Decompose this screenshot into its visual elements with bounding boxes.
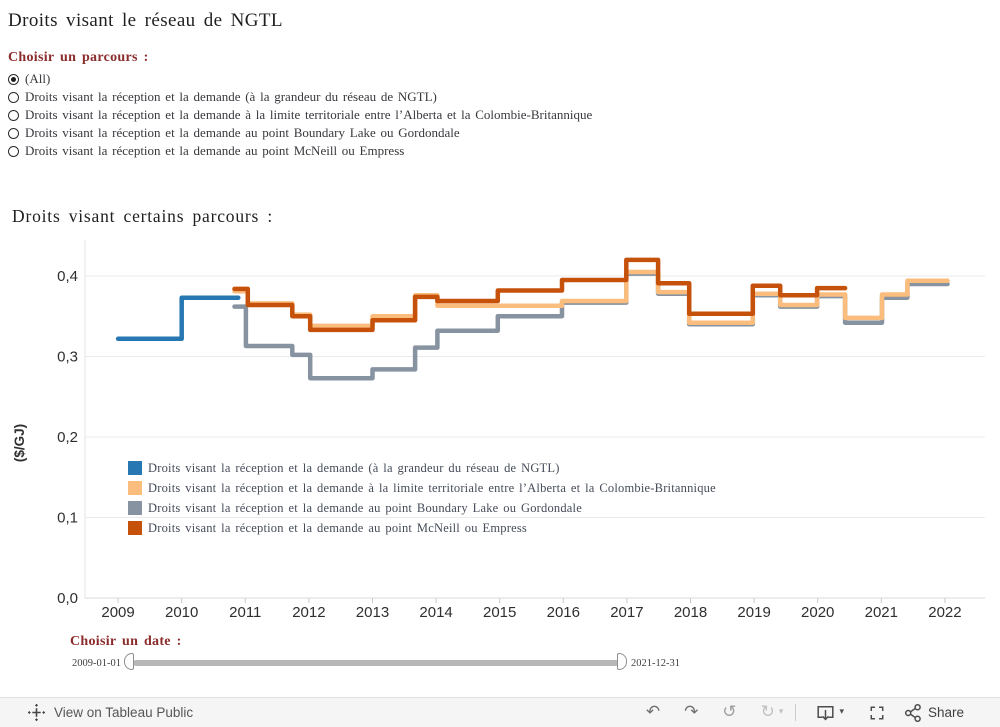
chart-title: Droits visant certains parcours : [12,206,273,226]
undo-icon: ↶ [645,702,661,722]
radio-option-label: Droits visant la réception et la demande… [25,143,405,158]
legend-swatch[interactable] [128,521,142,535]
slider-start-date: 2009-01-01 [72,658,121,669]
view-on-tableau-public-label: View on Tableau Public [54,705,194,720]
toll-step-chart[interactable]: 0,0 0,1 0,2 0,3 0,4 2009 2010 2011 2012 2013 2014 2… [0,238,1000,630]
radio-icon[interactable] [8,145,19,157]
replay-icon: ↺ [722,702,737,722]
toolbar-divider [795,704,797,721]
tableau-toolbar: View on Tableau Public ↶ ↷ ↺ ↻ ▾ ▾ [0,697,1000,727]
radio-option-ngtl-system[interactable]: Droits visant la réception et la demande… [8,88,592,106]
radio-option-mcneill-empress[interactable]: Droits visant la réception et la demande… [8,142,592,160]
parameter-control: Choisir un parcours : (All) Droits visan… [8,50,592,160]
date-filter: Choisir un date : [70,634,182,650]
date-range-slider: 2009-01-01 2021-12-31 [0,650,760,676]
series-line-3[interactable] [232,257,848,333]
y-tick-label: 0,3 [57,348,78,365]
radio-option-label: (All) [25,71,51,86]
x-tick-label: 2011 [229,604,261,621]
fullscreen-button[interactable] [868,704,886,722]
toolbar-buttons: ↶ ↷ ↺ ↻ ▾ ▾ [646,703,964,723]
tableau-logo-icon [28,704,45,721]
download-icon [817,705,834,720]
radio-selected-icon[interactable] [8,73,19,85]
y-tick-label: 0,4 [57,268,78,285]
share-icon [904,703,921,722]
page-title: Droits visant le réseau de NGTL [8,10,283,31]
legend-swatch[interactable] [128,501,142,515]
radio-icon[interactable] [8,127,19,139]
x-tick-label: 2015 [483,604,516,621]
x-tick-label: 2013 [356,604,389,621]
x-tick-label: 2010 [165,604,198,621]
parameter-radio-list: (All) Droits visant la réception et la d… [8,70,592,160]
x-tick-label: 2018 [674,604,707,621]
x-tick-label: 2019 [737,604,770,621]
redo-icon: ↷ [684,702,699,722]
slider-end-date: 2021-12-31 [631,658,680,669]
date-filter-title: Choisir un date : [70,634,182,649]
x-tick-label: 2016 [547,604,580,621]
x-tick-label: 2021 [865,604,898,621]
series-line-0[interactable] [115,295,241,342]
radio-option-ab-bc-boundary[interactable]: Droits visant la réception et la demande… [8,106,592,124]
x-tick-label: 2014 [419,604,452,621]
y-tick-label: 0,2 [57,429,78,446]
radio-option-label: Droits visant la réception et la demande… [25,89,437,104]
parameter-title: Choisir un parcours : [8,50,149,65]
y-tick-label: 0,0 [57,590,78,607]
y-axis-title: ($/GJ) [12,424,27,462]
slider-handle-right[interactable] [617,653,627,670]
legend-label[interactable]: Droits visant la réception et la demande… [148,481,716,495]
legend-label[interactable]: Droits visant la réception et la demande… [148,461,560,475]
refresh-button[interactable]: ↻ ▾ [761,704,784,721]
toll-step-chart-svg[interactable]: 0,0 0,1 0,2 0,3 0,4 2009 2010 2011 2012 2013 2014 2… [0,238,1000,630]
legend-label[interactable]: Droits visant la réception et la demande… [148,501,582,515]
x-tick-label: 2020 [801,604,834,621]
refresh-caret-icon: ▾ [778,707,784,717]
x-tick-label: 2009 [101,604,134,621]
replay-button[interactable]: ↺ [722,704,736,721]
radio-option-label: Droits visant la réception et la demande… [25,125,460,140]
redo-button[interactable]: ↷ [684,704,698,721]
fullscreen-icon [870,706,884,719]
x-tick-label: 2022 [928,604,961,621]
download-button[interactable]: ▾ [816,704,844,722]
radio-option-boundary-lake-gordondale[interactable]: Droits visant la réception et la demande… [8,124,592,142]
x-tick-label: 2017 [610,604,643,621]
legend-swatch[interactable] [128,481,142,495]
view-on-tableau-public-link[interactable]: View on Tableau Public [28,704,193,721]
share-label: Share [927,704,964,720]
radio-icon[interactable] [8,109,19,121]
undo-button[interactable]: ↶ [646,704,660,721]
radio-option-label: Droits visant la réception et la demande… [25,107,593,122]
slider-track[interactable] [133,660,619,666]
legend-swatch[interactable] [128,461,142,475]
y-tick-label: 0,1 [57,509,78,526]
x-tick-label: 2012 [292,604,325,621]
share-button[interactable]: Share [904,703,964,723]
download-caret-icon: ▾ [839,707,844,717]
legend-label[interactable]: Droits visant la réception et la demande… [148,521,527,535]
slider-handle-left[interactable] [124,653,134,670]
refresh-icon: ↻ [760,702,775,722]
radio-option-all[interactable]: (All) [8,70,592,88]
radio-icon[interactable] [8,91,19,103]
